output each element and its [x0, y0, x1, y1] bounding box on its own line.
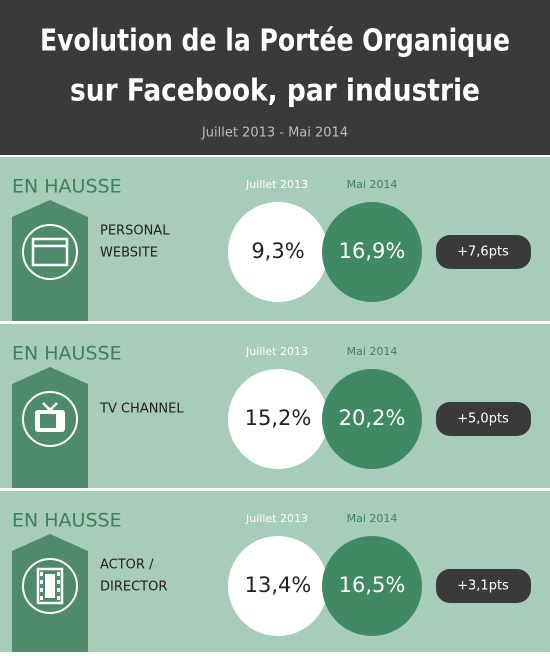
change: +5,0pts [457, 412, 509, 427]
after-value: 16,9% [339, 239, 406, 263]
row: EN HAUSSE Juillet 2013 Mai 2014 PERSONAL WEB… [0, 157, 550, 321]
change-pill [436, 569, 531, 603]
before-value: 9,3% [251, 239, 304, 263]
after-circle [322, 202, 422, 302]
after-circle [322, 536, 422, 636]
icon-shape [57, 572, 60, 576]
column-label: Mai 2014 [347, 512, 398, 525]
status: EN HAUSSE [12, 510, 122, 532]
column-label: Juillet 2013 [245, 178, 308, 191]
after-value: 16,5% [339, 573, 406, 597]
status: EN HAUSSE [12, 176, 122, 198]
column-label: Juillet 2013 [245, 345, 308, 358]
status: EN HAUSSE [12, 343, 122, 365]
icon-shape [42, 402, 58, 412]
icon-ring [22, 391, 78, 447]
title: Evolution de la Portée Organique [40, 24, 510, 59]
change-pill [436, 235, 531, 269]
category: TV CHANNEL [99, 402, 184, 417]
icon-shape [40, 596, 43, 600]
before-value: 15,2% [245, 406, 312, 430]
column-label: Mai 2014 [347, 345, 398, 358]
icon-shape [40, 588, 43, 592]
icon-ring [22, 558, 78, 614]
subtitle: Juillet 2013 - Mai 2014 [201, 126, 348, 141]
header-bg [0, 0, 550, 155]
category: WEBSITE [100, 246, 158, 261]
after-circle [322, 369, 422, 469]
column-label: Mai 2014 [347, 178, 398, 191]
title: sur Facebook, par industrie [70, 74, 480, 109]
icon-shape [57, 588, 60, 592]
column-label: Juillet 2013 [245, 512, 308, 525]
icon-ring [22, 224, 78, 280]
change-pill [436, 402, 531, 436]
change: +7,6pts [457, 245, 509, 260]
before-circle [228, 369, 328, 469]
before-circle [228, 202, 328, 302]
row: EN HAUSSE Juillet 2013 Mai 2014 ACTOR / DIRE… [0, 491, 550, 655]
row: EN HAUSSE Juillet 2013 Mai 2014 TV CHANNEL 1… [0, 324, 550, 488]
icon-shape [31, 237, 69, 267]
category: PERSONAL [100, 224, 170, 239]
before-value: 13,4% [245, 573, 312, 597]
icon-shape [57, 596, 60, 600]
category: ACTOR / [100, 558, 154, 573]
category: DIRECTOR [100, 580, 167, 595]
icon-badge [12, 200, 88, 321]
icon-shape [40, 580, 43, 584]
icon-shape [45, 574, 55, 598]
after-value: 20,2% [339, 406, 406, 430]
icon-shape [36, 567, 64, 605]
icon-shape [57, 580, 60, 584]
icon-shape [40, 572, 43, 576]
change: +3,1pts [457, 579, 509, 594]
icon-shape [40, 414, 56, 428]
before-circle [228, 536, 328, 636]
